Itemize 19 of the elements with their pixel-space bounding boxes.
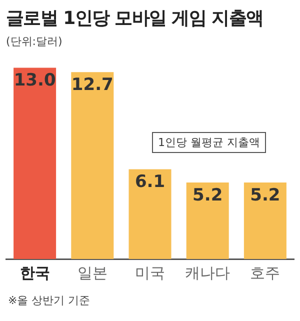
- x-tick-label: 한국: [20, 264, 50, 282]
- data-label: 6.1: [134, 172, 166, 192]
- x-tick-label: 캐나다: [185, 264, 230, 282]
- annotation: 1인당 월평균 지출액: [152, 132, 266, 153]
- chart-subtitle: (단위:달러): [5, 34, 64, 49]
- bar: [244, 182, 286, 259]
- bar: [71, 72, 114, 259]
- text: ※올 상반기 기준: [7, 293, 92, 308]
- x-tick-label: 호주: [250, 264, 280, 282]
- data-label: 13.0: [14, 70, 56, 91]
- data-label: 5.2: [192, 185, 223, 206]
- bar: [186, 182, 229, 259]
- chart-title: 글로벌 1인당 모바일 게임 지출액: [5, 7, 264, 30]
- x-tick-label: 일본: [77, 264, 108, 282]
- x-tick-label: 미국: [135, 264, 165, 282]
- bar: [128, 169, 172, 259]
- data-label: 5.2: [250, 185, 280, 206]
- data-label: 12.7: [71, 75, 114, 96]
- bar: [14, 68, 56, 259]
